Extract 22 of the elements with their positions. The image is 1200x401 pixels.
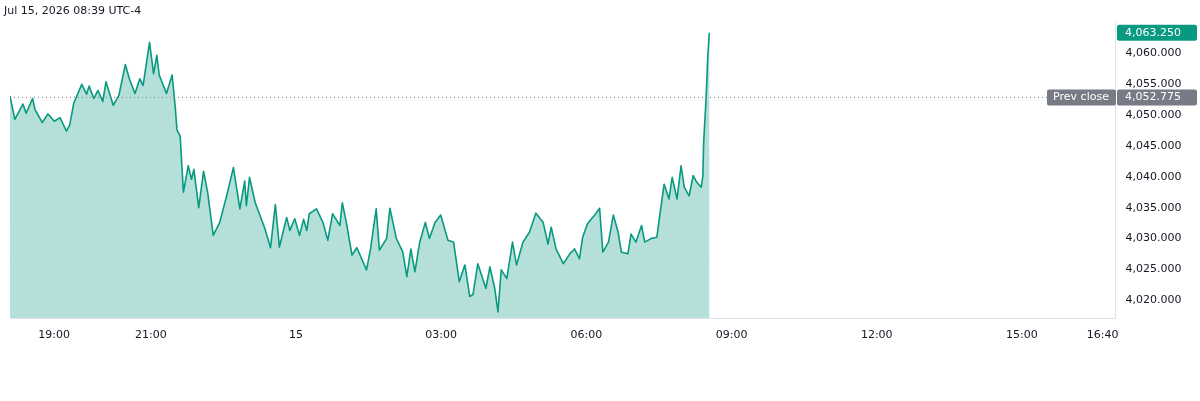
y-tick-label: 4,020.000 xyxy=(1125,293,1182,306)
x-tick-label: 15:00 xyxy=(1006,327,1038,341)
x-tick-label: 12:00 xyxy=(860,327,893,341)
x-tick-label: 03:00 xyxy=(425,327,458,341)
x-tick-label: 21:00 xyxy=(134,327,167,341)
y-tick-label: 4,060.000 xyxy=(1125,46,1182,60)
text: 4,063.250 xyxy=(1125,25,1181,39)
x-tick-label: 19:00 xyxy=(38,327,70,341)
y-tick-label: 4,025.000 xyxy=(1125,262,1182,276)
y-tick-label: 4,035.000 xyxy=(1125,200,1182,214)
y-tick-label: 4,055.000 xyxy=(1125,77,1182,91)
x-tick-label: 15 xyxy=(289,327,304,341)
x-tick-label: 16:40 xyxy=(1086,327,1119,341)
y-tick-label: 4,030.000 xyxy=(1125,231,1182,245)
y-tick-label: 4,050.000 xyxy=(1125,108,1182,121)
x-tick-label: 06:00 xyxy=(570,327,603,341)
y-tick-label: 4,045.000 xyxy=(1125,138,1182,152)
chart-title: Jul 15, 2026 08:39 UTC-4 xyxy=(3,4,142,17)
y-tick-label: 4,040.000 xyxy=(1125,169,1182,183)
text: 4,052.775 xyxy=(1125,90,1181,104)
ref-line-label: Prev close xyxy=(1053,90,1110,104)
x-tick-label: 09:00 xyxy=(715,327,748,341)
